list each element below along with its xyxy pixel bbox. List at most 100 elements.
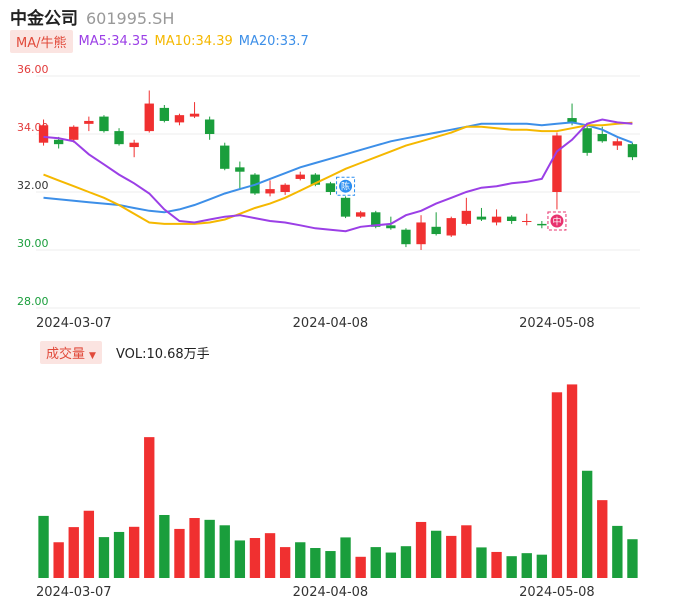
stock-name: 中金公司	[10, 9, 78, 29]
volume-bar	[249, 538, 261, 578]
candle-body	[220, 145, 230, 169]
volume-bar	[159, 514, 170, 578]
volume-bar	[415, 521, 427, 578]
candle-body	[84, 120, 94, 124]
volume-bar	[627, 539, 638, 578]
volume-bar	[476, 547, 487, 578]
volume-value: VOL:10.68万手	[115, 346, 210, 362]
volume-bar	[566, 384, 578, 578]
volume-bar	[325, 551, 336, 578]
ma20-line	[43, 121, 633, 214]
candle-body	[537, 223, 547, 226]
volume-bar	[370, 547, 381, 578]
event-marker-label: 陈	[341, 181, 350, 193]
candle-body	[582, 128, 592, 153]
volume-bar	[461, 525, 472, 578]
candle-body	[371, 212, 381, 227]
volume-bar	[597, 500, 608, 578]
volume-bar	[68, 527, 79, 578]
volume-indicator-button[interactable]: 成交量 ▼	[40, 340, 102, 364]
candle-body	[401, 229, 411, 245]
volume-bar	[264, 533, 276, 578]
event-marker-frame	[336, 176, 356, 196]
volume-bar	[189, 518, 200, 578]
candle-body	[612, 141, 623, 146]
volume-bar	[430, 530, 442, 578]
stock-header: 中金公司 601995.SH	[10, 4, 175, 29]
candle-body	[295, 174, 305, 179]
volume-bar	[204, 519, 215, 578]
candle-body	[506, 216, 517, 221]
volume-date-label: 2024-04-08	[293, 585, 369, 600]
volume-date-label: 2024-03-07	[36, 585, 112, 600]
volume-indicator-label: 成交量	[46, 346, 86, 362]
volume-bar	[128, 526, 140, 578]
candle-body	[114, 131, 124, 145]
ma5-legend: MA5:34.35	[78, 33, 149, 49]
price-tick-label: 36.00	[17, 63, 49, 76]
volume-bar	[385, 552, 397, 578]
volume-bar	[340, 537, 351, 578]
candle-body	[416, 222, 426, 245]
candle-body	[567, 118, 577, 123]
price-date-label: 2024-03-07	[36, 316, 112, 331]
ma-toggle-button[interactable]: MA/牛熊	[10, 29, 73, 53]
candle-body	[53, 139, 64, 145]
volume-bar	[491, 551, 502, 578]
volume-bar	[536, 554, 548, 578]
candle-body	[491, 216, 502, 223]
volume-bar	[551, 392, 563, 578]
ma5-line	[43, 118, 633, 233]
candle-body	[552, 135, 562, 192]
candle-body	[431, 226, 441, 235]
volume-bar	[612, 525, 623, 578]
ma10-legend: MA10:34.39	[154, 33, 233, 49]
candle-body	[627, 144, 638, 158]
candle-body	[355, 212, 366, 217]
price-tick-label: 32.00	[17, 179, 49, 192]
event-marker-icon	[550, 214, 564, 228]
volume-date-label: 2024-05-08	[519, 585, 595, 600]
volume-bar	[295, 542, 306, 578]
volume-bar	[400, 546, 412, 578]
candle-body	[265, 189, 275, 194]
ma-legend: MA/牛熊 MA5:34.35 MA10:34.39 MA20:33.7	[10, 29, 315, 53]
candle-body	[446, 218, 456, 236]
price-date-label: 2024-04-08	[293, 316, 369, 331]
candle-body	[204, 119, 215, 134]
candle-body	[159, 107, 170, 121]
candle-body	[174, 115, 185, 123]
volume-bar	[446, 535, 457, 578]
candle-body	[280, 184, 290, 192]
volume-bar	[219, 525, 230, 578]
volume-legend: 成交量 ▼ VOL:10.68万手	[40, 340, 210, 364]
volume-bar	[53, 542, 64, 578]
ma10-line	[43, 121, 633, 225]
price-tick-label: 30.00	[17, 237, 49, 250]
candle-body	[597, 134, 607, 142]
event-marker-label: 中	[552, 216, 561, 228]
candle-body	[340, 197, 351, 217]
candle-body	[386, 225, 396, 229]
candle-body	[310, 174, 321, 185]
price-tick-label: 28.00	[17, 295, 49, 308]
ma20-legend: MA20:33.7	[238, 33, 309, 49]
volume-bar	[506, 556, 517, 578]
candle-body	[129, 142, 139, 148]
event-marker-frame	[547, 211, 567, 231]
event-marker-icon	[339, 179, 353, 193]
candle-body	[38, 125, 49, 143]
candle-body	[69, 126, 79, 140]
volume-bar	[83, 510, 95, 578]
candle-body	[476, 216, 487, 220]
volume-bar	[98, 537, 110, 578]
volume-bar	[174, 528, 185, 578]
volume-bar	[279, 547, 291, 578]
volume-bar	[38, 515, 49, 578]
volume-bar	[581, 470, 593, 578]
volume-bar	[310, 548, 321, 578]
stock-code: 601995.SH	[86, 9, 175, 28]
volume-bar	[355, 556, 366, 578]
volume-bar	[234, 540, 246, 578]
